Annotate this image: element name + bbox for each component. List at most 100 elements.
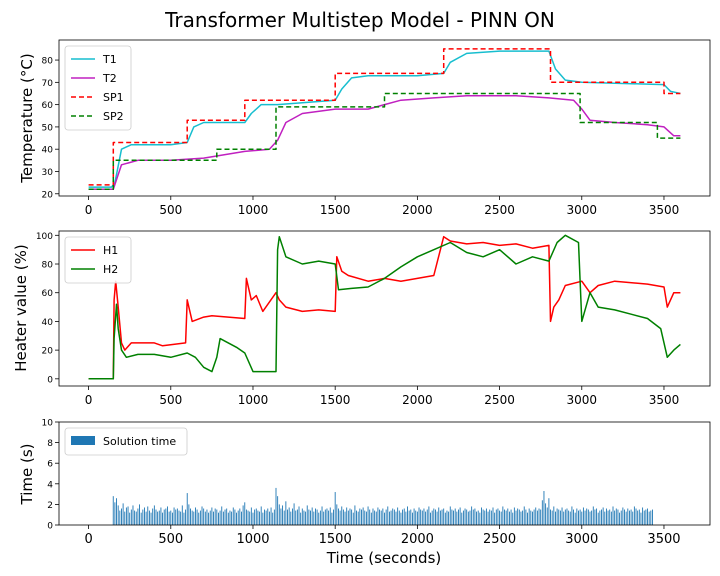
- solution-time-bar: [397, 507, 399, 525]
- solution-time-bar: [282, 505, 284, 525]
- y-tick-label: 70: [42, 79, 54, 89]
- legend-label: H1: [103, 244, 118, 257]
- solution-time-bar: [290, 511, 292, 525]
- solution-time-bar: [587, 509, 589, 525]
- heater-plot-area: [88, 234, 681, 380]
- solution-time-bar: [293, 503, 295, 525]
- solution-time-bar: [492, 507, 494, 525]
- solution-time-bar: [224, 509, 226, 525]
- solution-time-bar: [433, 508, 435, 525]
- solution-time-bar: [285, 501, 287, 525]
- solution-time-bar: [356, 510, 357, 525]
- solution-time-bar: [157, 511, 159, 525]
- solution-time-bar: [466, 509, 468, 525]
- solution-time-bar: [469, 510, 471, 525]
- heater-y-label: Heater value (%): [12, 244, 30, 371]
- solution-time-bar: [559, 510, 561, 525]
- solution-time-bar: [484, 510, 486, 525]
- solution-time-bar: [346, 507, 348, 525]
- figure-title: Transformer Multistep Model - PINN ON: [164, 8, 555, 32]
- x-tick-label: 1500: [320, 393, 351, 407]
- y-tick-label: 100: [36, 232, 53, 242]
- solution-time-bar: [178, 510, 180, 525]
- solution-time-bar: [242, 505, 244, 525]
- y-tick-label: 80: [42, 57, 54, 67]
- solution-time-bar: [308, 509, 310, 525]
- legend-box: [64, 427, 188, 456]
- solution-time-bar: [124, 511, 126, 525]
- x-tick-label: 0: [85, 203, 93, 217]
- solution-time-bar: [232, 507, 234, 525]
- solution-time-bar: [619, 512, 621, 525]
- solution-time-bar: [277, 496, 279, 525]
- solution-time-bar: [454, 508, 456, 525]
- solution-time-bar: [313, 511, 315, 525]
- solution-time-bar: [114, 502, 116, 525]
- x-tick-label: 2500: [484, 203, 515, 217]
- solution-time-bar: [377, 507, 379, 525]
- temperature-plot-area: [88, 48, 681, 191]
- solution-time-bar: [239, 508, 241, 525]
- solution-time-bar: [334, 492, 336, 525]
- solution-time-bar: [375, 511, 377, 525]
- y-tick-label: 60: [42, 289, 54, 299]
- solution-time-bar: [119, 510, 121, 525]
- solution-time-bar: [167, 506, 168, 525]
- solution-time-bar: [329, 507, 331, 525]
- solution-time-bar: [272, 512, 274, 525]
- solution-time-bar: [426, 509, 428, 525]
- solution-time-bar: [647, 508, 648, 525]
- solution-time-bar: [407, 506, 408, 525]
- solution-time-bar: [342, 509, 344, 525]
- solution-time-plot-area: [112, 487, 653, 525]
- solution-time-bar: [372, 508, 374, 525]
- solution-time-bar: [591, 510, 593, 525]
- solution-time-bar: [564, 509, 566, 525]
- solution-time-bar: [250, 507, 252, 525]
- solution-time-bar: [597, 512, 599, 525]
- solution-time-bar: [645, 509, 647, 525]
- solution-time-bar: [132, 505, 134, 525]
- solution-time-bar: [260, 506, 262, 525]
- legend-label: SP2: [103, 110, 124, 123]
- solution-time-bar: [490, 510, 492, 525]
- solution-time-bar: [640, 512, 642, 525]
- solution-time-panel: 0 500 1000 1500 2000 2500 3000 3500 0 2 4 6 8 10 Time…: [18, 419, 711, 567]
- solution-time-bar: [362, 507, 364, 525]
- solution-time-bar: [504, 509, 505, 525]
- solution-time-bar: [185, 509, 187, 525]
- solution-time-bar: [632, 511, 634, 525]
- solution-time-bar: [162, 512, 164, 525]
- series-sp1: [88, 48, 681, 186]
- solution-time-bar: [144, 507, 145, 525]
- solution-time-bar: [423, 508, 425, 525]
- solution-time-bar: [648, 511, 650, 525]
- solution-time-bar: [520, 511, 522, 525]
- solution-time-bar: [625, 511, 627, 525]
- temperature-y-label: Temperature (°C): [18, 53, 36, 183]
- solution-time-bar: [525, 509, 527, 525]
- solution-time-bar: [237, 510, 239, 525]
- solution-time-bar: [487, 511, 489, 525]
- solution-time-bar: [306, 505, 308, 525]
- solution-time-bar: [415, 510, 417, 525]
- x-tick-label: 500: [158, 532, 183, 547]
- solution-time-bar: [637, 510, 639, 525]
- y-tick-label: 2: [47, 501, 53, 511]
- solution-time-bar: [425, 511, 427, 525]
- x-tick-label: 3000: [565, 532, 598, 547]
- solution-time-bar: [555, 511, 556, 525]
- solution-time-bar: [510, 509, 512, 525]
- solution-time-bar: [461, 512, 463, 525]
- solution-time-bar: [336, 504, 338, 525]
- solution-time-bar: [462, 510, 464, 525]
- solution-time-bar: [444, 512, 446, 525]
- solution-time-bar: [416, 511, 418, 525]
- solution-time-bar: [459, 507, 461, 525]
- solution-time-bar: [456, 511, 458, 525]
- solution-time-bar: [464, 508, 466, 525]
- solution-time-bar: [551, 510, 553, 525]
- solution-time-bar: [400, 512, 402, 525]
- x-tick-label: 500: [159, 393, 182, 407]
